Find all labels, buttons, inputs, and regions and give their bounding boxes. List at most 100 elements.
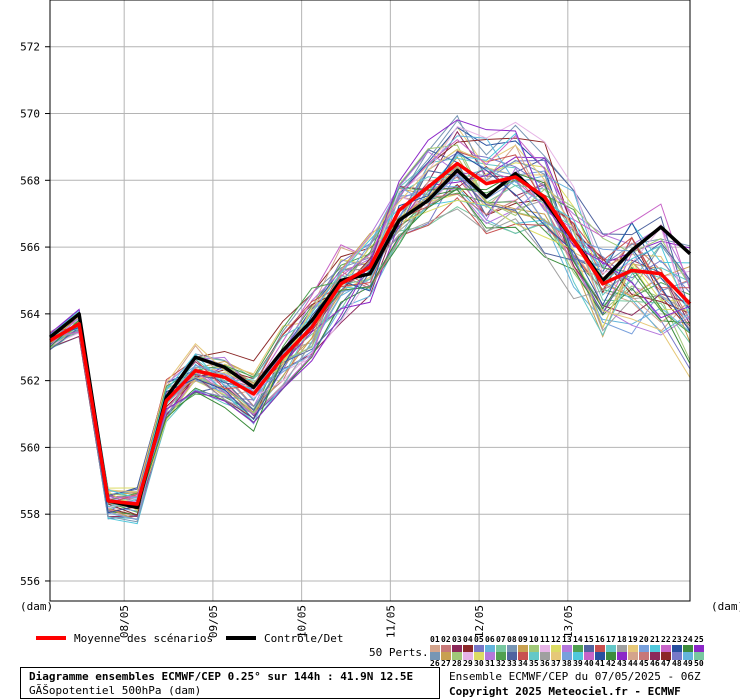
y-tick-label: 568: [20, 174, 40, 187]
member-num-top: 24: [683, 635, 693, 644]
y-tick-label: 556: [20, 575, 40, 588]
member-line-23: [49, 126, 691, 497]
member-swatch: [595, 652, 605, 660]
member-swatch: [452, 652, 462, 660]
y-tick-label: 558: [20, 508, 40, 521]
member-swatch: [551, 645, 561, 653]
member-num-bottom: 29: [463, 659, 473, 668]
member-num-bottom: 34: [518, 659, 528, 668]
member-swatch: [606, 645, 616, 653]
member-swatch: [672, 645, 682, 653]
member-num-top: 22: [661, 635, 671, 644]
member-num-bottom: 37: [551, 659, 561, 668]
member-line-46: [49, 132, 691, 499]
member-num-bottom: 33: [507, 659, 517, 668]
member-swatch: [452, 645, 462, 653]
run-info: Ensemble ECMWF/CEP du 07/05/2025 - 06Z: [449, 670, 701, 683]
x-tick-label: 09/05: [207, 605, 220, 638]
member-swatch: [639, 645, 649, 653]
member-swatch: [441, 645, 451, 653]
x-tick-label: 08/05: [118, 605, 131, 638]
member-swatch: [507, 645, 517, 653]
member-swatch: [562, 652, 572, 660]
control-legend-label: Contrôle/Det: [264, 632, 344, 645]
member-line-37: [49, 199, 691, 512]
member-swatch: [463, 652, 473, 660]
member-num-bottom: 47: [661, 659, 671, 668]
member-swatch: [496, 645, 506, 653]
member-line-31: [49, 135, 691, 501]
member-num-bottom: 46: [650, 659, 660, 668]
member-line-33: [49, 114, 691, 523]
x-tick-labels: 08/05 09/05 10/05 11/05 12/05 13/05: [118, 605, 575, 638]
member-num-bottom: 38: [562, 659, 572, 668]
y-tick-label: 562: [20, 375, 40, 388]
y-tick-label: 560: [20, 441, 40, 454]
member-num-bottom: 31: [485, 659, 495, 668]
perts-label: 50 Perts.: [369, 646, 429, 659]
member-line-35: [49, 144, 691, 498]
member-num-bottom: 30: [474, 659, 484, 668]
member-swatch: [661, 645, 671, 653]
member-swatch: [606, 652, 616, 660]
member-num-top: 19: [628, 635, 638, 644]
member-line-47: [49, 134, 691, 499]
member-swatch: [529, 652, 539, 660]
member-swatch: [430, 645, 440, 653]
member-swatch: [474, 652, 484, 660]
member-swatch: [628, 645, 638, 653]
member-swatch: [518, 645, 528, 653]
member-num-bottom: 27: [441, 659, 451, 668]
member-line-41: [49, 150, 691, 504]
member-num-bottom: 32: [496, 659, 506, 668]
member-swatch: [518, 652, 528, 660]
member-swatch: [584, 645, 594, 653]
member-num-top: 10: [529, 635, 539, 644]
member-num-top: 21: [650, 635, 660, 644]
member-num-top: 13: [562, 635, 572, 644]
member-num-bottom: 48: [672, 659, 682, 668]
info-subtitle: GÃŠopotentiel 500hPa (dam): [29, 684, 202, 697]
info-box: Diagramme ensembles ECMWF/CEP 0.25° sur …: [20, 667, 440, 699]
member-swatch: [551, 652, 561, 660]
y-tick-labels: 556 558 560 562 564 566 568 570 572: [20, 41, 50, 588]
member-num-top: 07: [496, 635, 506, 644]
member-num-bottom: 42: [606, 659, 616, 668]
x-tick-label: 12/05: [473, 605, 486, 638]
member-swatch: [584, 652, 594, 660]
member-num-top: 04: [463, 635, 473, 644]
member-line-39: [49, 179, 691, 501]
member-swatch: [540, 652, 550, 660]
ensemble-chart: 556 558 560 562 564 566 568 570 572 08/05 09/05 10…: [20, 0, 740, 638]
member-swatch: [573, 652, 583, 660]
member-swatch: [496, 652, 506, 660]
member-swatch: [617, 645, 627, 653]
member-num-bottom: 45: [639, 659, 649, 668]
member-line-11: [49, 172, 691, 504]
member-line-40: [49, 170, 691, 496]
member-num-top: 08: [507, 635, 517, 644]
member-swatch: [430, 652, 440, 660]
y-tick-label: 566: [20, 241, 40, 254]
member-swatch: [639, 652, 649, 660]
member-num-top: 25: [694, 635, 704, 644]
x-tick-label: 11/05: [384, 605, 397, 638]
member-swatch: [617, 652, 627, 660]
member-num-bottom: 50: [694, 659, 704, 668]
member-num-top: 05: [474, 635, 484, 644]
member-line-25: [49, 156, 691, 502]
member-num-bottom: 36: [540, 659, 550, 668]
x-tick-label: 13/05: [562, 605, 575, 638]
mean-legend-swatch: [36, 636, 66, 640]
main-lines: [48, 161, 692, 510]
member-num-top: 03: [452, 635, 462, 644]
member-swatch: [683, 645, 693, 653]
member-swatch: [441, 652, 451, 660]
member-num-top: 23: [672, 635, 682, 644]
member-num-top: 06: [485, 635, 495, 644]
member-num-top: 09: [518, 635, 528, 644]
plot-frame: [49, 0, 691, 602]
member-swatch: [683, 652, 693, 660]
member-num-top: 01: [430, 635, 440, 644]
member-num-top: 11: [540, 635, 550, 644]
